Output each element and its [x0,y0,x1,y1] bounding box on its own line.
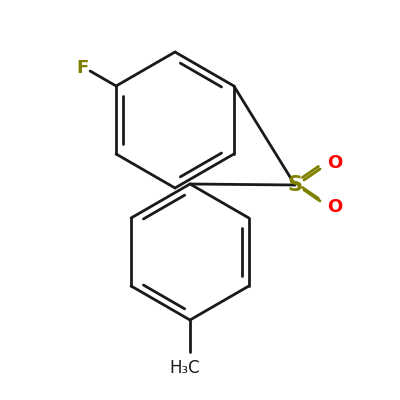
Text: O: O [327,154,343,172]
Text: O: O [327,198,343,216]
Text: S: S [288,175,302,195]
Text: H₃C: H₃C [170,359,200,377]
Text: F: F [76,59,88,77]
